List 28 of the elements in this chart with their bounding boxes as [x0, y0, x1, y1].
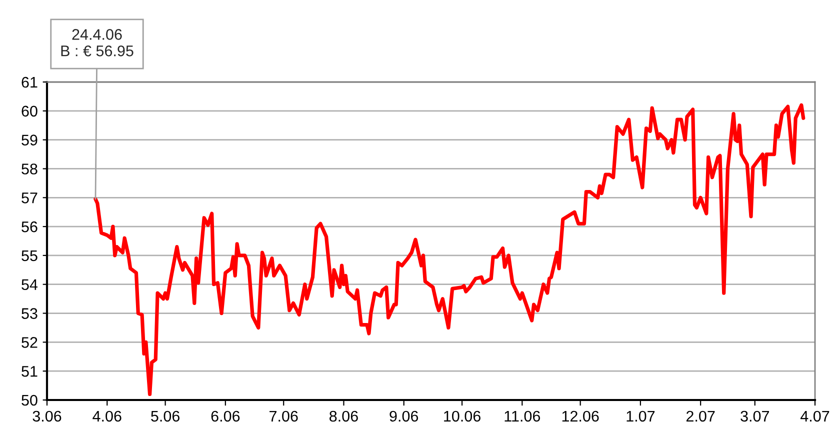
annotation: 24.4.06 B : € 56.95 [61, 29, 134, 56]
y-tick-label: 57 [22, 192, 38, 204]
y-tick-label: 53 [22, 308, 38, 319]
y-tick-label: 54 [22, 279, 38, 290]
x-tick-label: 4.06 [92, 410, 122, 422]
x-tick-label: 1.07 [626, 410, 655, 422]
y-tick-label: 60 [22, 106, 38, 117]
x-tick-label: 3.07 [740, 410, 769, 422]
x-tick-label: 3.06 [32, 410, 62, 422]
y-tick-label: 50 [22, 394, 38, 406]
x-tick-label: 5.06 [151, 410, 180, 422]
y-tick-label: 56 [22, 221, 38, 232]
x-tick-label: 9.06 [390, 410, 418, 422]
x-tick-label: 8.06 [330, 410, 358, 422]
x-tick-label: 2.07 [686, 410, 715, 422]
y-tick-label: 51 [22, 366, 38, 377]
x-tick-label: 10.06 [444, 410, 480, 422]
x-tick-label: 7.06 [270, 410, 298, 422]
line-series [94, 103, 806, 396]
x-tick-label: 12.06 [562, 410, 599, 422]
y-tick-label: 55 [22, 250, 38, 262]
y-tick-label: 59 [22, 134, 38, 146]
x-tick-label: 4.07 [800, 410, 830, 422]
y-tick-label: 61 [22, 76, 38, 88]
x-tick-label: 11.06 [504, 410, 540, 422]
x-tick-label: 6.06 [211, 410, 240, 422]
y-tick-label: 52 [22, 337, 38, 348]
y-tick-label: 58 [22, 164, 38, 174]
